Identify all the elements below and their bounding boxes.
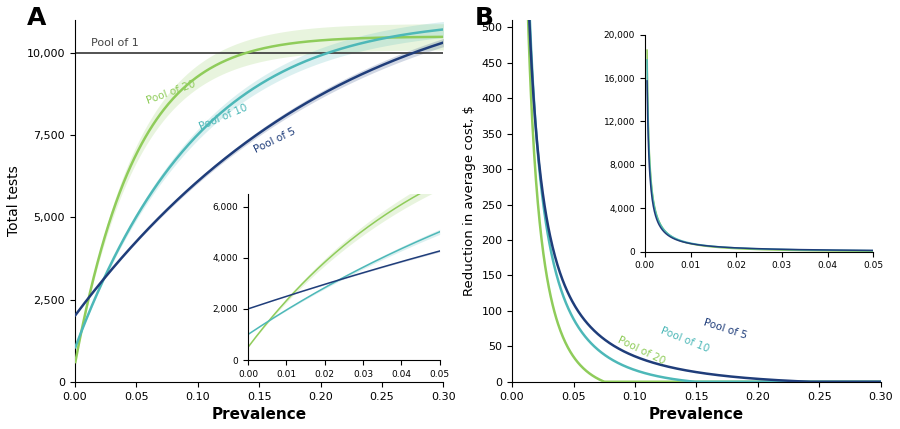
Text: A: A [27,6,46,30]
Text: Pool of 1: Pool of 1 [91,39,139,48]
Text: Pool of 20: Pool of 20 [145,79,196,106]
Y-axis label: Total tests: Total tests [7,166,21,236]
Text: Pool of 5: Pool of 5 [703,318,748,341]
Y-axis label: Reduction in average cost, $: Reduction in average cost, $ [463,106,476,296]
X-axis label: Prevalence: Prevalence [649,407,744,422]
Text: Pool of 10: Pool of 10 [660,326,711,354]
Text: Pool of 10: Pool of 10 [198,103,248,132]
Text: Pool of 5: Pool of 5 [253,126,298,155]
Text: B: B [475,6,494,30]
Text: Pool of 20: Pool of 20 [616,335,667,366]
X-axis label: Prevalence: Prevalence [212,407,307,422]
